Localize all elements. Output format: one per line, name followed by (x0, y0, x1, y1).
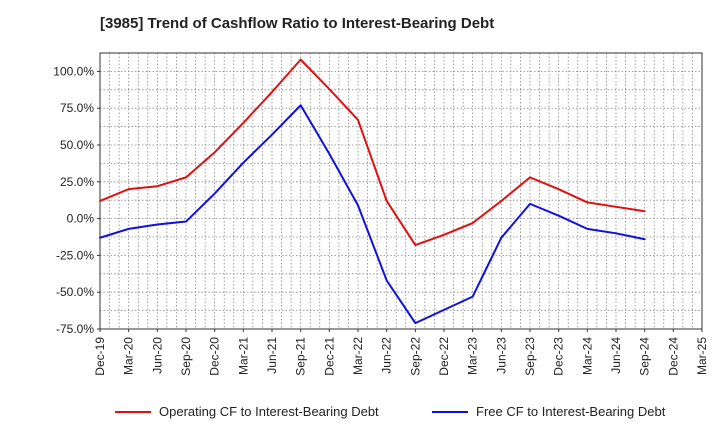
series-line-free-cf (99, 104, 646, 325)
plot-area (100, 53, 702, 329)
y-tick-label: 25.0% (60, 175, 94, 189)
y-tick-label: -25.0% (56, 248, 94, 262)
x-tick-label: Dec-23 (552, 337, 566, 376)
y-tick-label: -50.0% (56, 285, 94, 299)
x-tick-label: Sep-23 (523, 337, 537, 376)
x-tick-label: Dec-24 (666, 337, 680, 376)
legend: Operating CF to Interest-Bearing Debt Fr… (0, 404, 720, 426)
x-tick-label: Jun-22 (380, 337, 394, 374)
y-tick-label: 0.0% (67, 212, 95, 226)
chart-title: [3985] Trend of Cashflow Ratio to Intere… (100, 15, 495, 32)
legend-label-operating-cf: Operating CF to Interest-Bearing Debt (159, 404, 379, 419)
x-tick-label: Jun-24 (609, 337, 623, 374)
x-tick-label: Sep-21 (294, 337, 308, 376)
x-tick-label: Mar-22 (351, 337, 365, 375)
legend-swatch-free-cf (432, 410, 468, 413)
x-tick-label: Jun-20 (150, 337, 164, 374)
x-tick-label: Jun-21 (265, 337, 279, 374)
x-tick-label: Mar-23 (466, 337, 480, 375)
legend-label-free-cf: Free CF to Interest-Bearing Debt (476, 404, 666, 419)
x-tick-label: Sep-24 (638, 337, 652, 376)
y-tick-label: 100.0% (53, 64, 94, 78)
x-tick-label: Dec-22 (437, 337, 451, 376)
legend-item-free-cf: Free CF to Interest-Bearing Debt (432, 404, 665, 419)
legend-swatch-operating-cf (115, 410, 151, 413)
legend-item-operating-cf: Operating CF to Interest-Bearing Debt (115, 404, 379, 419)
y-tick-label: 75.0% (60, 101, 94, 115)
plot-border (99, 52, 703, 330)
x-tick-label: Mar-21 (236, 337, 250, 375)
x-tick-label: Sep-20 (179, 337, 193, 376)
series-line-operating-cf (99, 58, 646, 247)
x-tick-label: Mar-20 (122, 337, 136, 375)
x-tick-label: Dec-19 (93, 337, 107, 376)
y-tick-label: -75.0% (56, 322, 94, 336)
x-tick-label: Jun-23 (494, 337, 508, 374)
x-tick-label: Dec-21 (322, 337, 336, 376)
y-tick-label: 50.0% (60, 138, 94, 152)
x-tick-label: Dec-20 (208, 337, 222, 376)
x-tick-label: Mar-24 (580, 337, 594, 375)
x-tick-label: Mar-25 (695, 337, 709, 375)
x-tick-label: Sep-22 (408, 337, 422, 376)
